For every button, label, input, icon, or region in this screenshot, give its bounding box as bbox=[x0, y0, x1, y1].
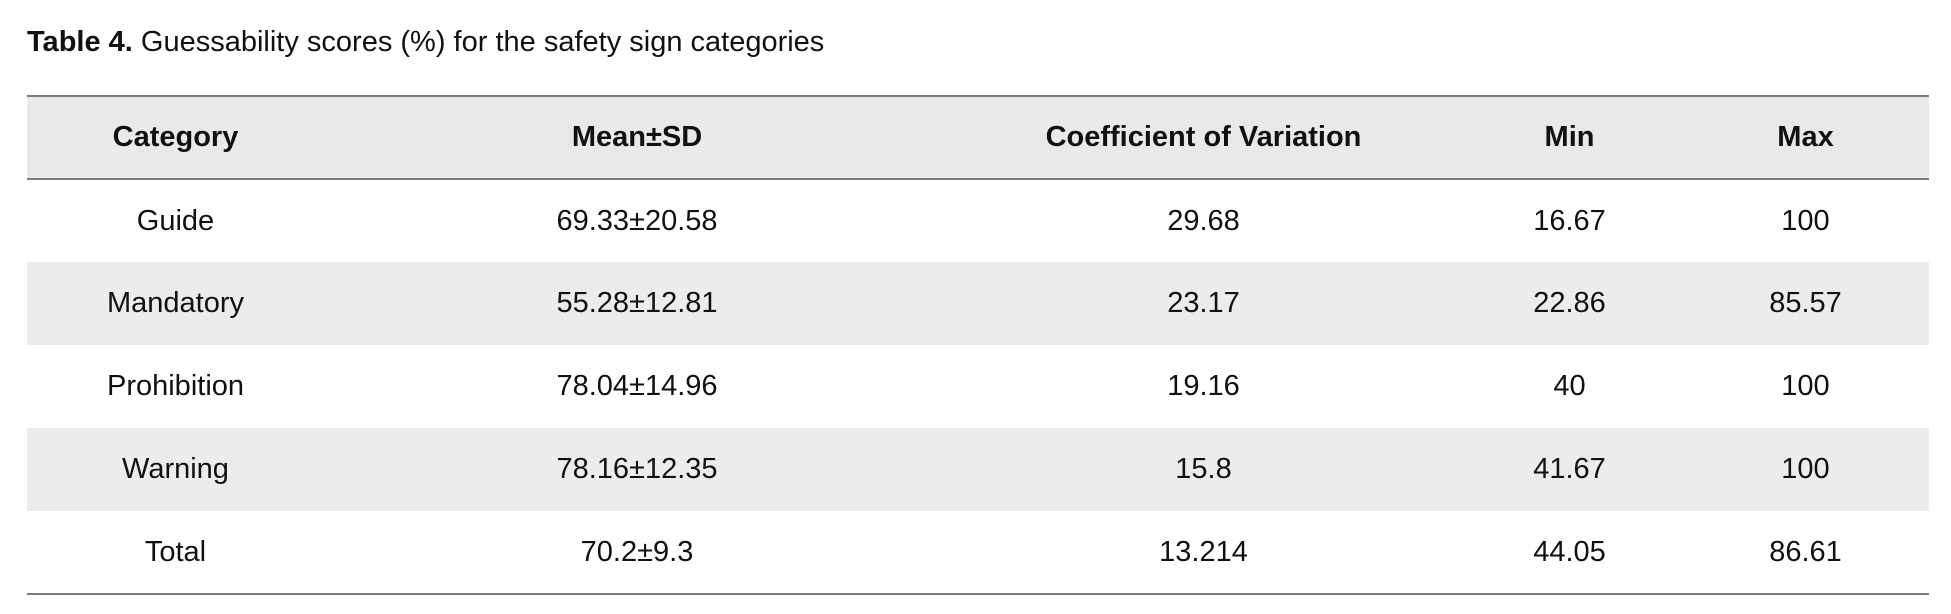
table-caption-label: Table 4. bbox=[27, 26, 133, 58]
cell-max: 85.57 bbox=[1769, 287, 1842, 319]
cell-max: 100 bbox=[1781, 204, 1830, 237]
table-row: Warning 78.16±12.35 15.8 41.67 100 bbox=[27, 428, 1929, 511]
guessability-table: Category Mean±SD Coefficient of Variatio… bbox=[27, 95, 1929, 595]
table-row: Prohibition 78.04±14.96 19.16 40 100 bbox=[27, 345, 1929, 428]
cell-mean-sd: 78.16±12.35 bbox=[556, 453, 718, 485]
cell-mean-sd: 78.04±14.96 bbox=[556, 370, 718, 402]
table-row: Guide 69.33±20.58 29.68 16.67 100 bbox=[27, 179, 1929, 262]
column-header-max: Max bbox=[1777, 121, 1834, 153]
table-caption-text: Guessability scores (%) for the safety s… bbox=[140, 26, 825, 58]
cell-category: Prohibition bbox=[106, 370, 245, 402]
cell-category: Total bbox=[144, 535, 207, 568]
table-caption: Table 4. Guessability scores (%) for the… bbox=[27, 22, 824, 62]
cell-mean-sd: 55.28±12.81 bbox=[556, 287, 718, 319]
cell-category: Mandatory bbox=[106, 287, 244, 319]
cell-min: 16.67 bbox=[1533, 204, 1606, 237]
cell-min: 40 bbox=[1553, 370, 1586, 402]
cell-mean-sd: 69.33±20.58 bbox=[556, 204, 718, 237]
cell-coefficient-of-variation: 29.68 bbox=[1167, 204, 1240, 237]
cell-category: Guide bbox=[136, 204, 215, 237]
cell-min: 22.86 bbox=[1533, 287, 1606, 319]
cell-min: 44.05 bbox=[1533, 535, 1606, 568]
table-row: Total 70.2±9.3 13.214 44.05 86.61 bbox=[27, 511, 1929, 594]
cell-min: 41.67 bbox=[1533, 453, 1606, 485]
cell-coefficient-of-variation: 19.16 bbox=[1167, 370, 1240, 402]
cell-mean-sd: 70.2±9.3 bbox=[580, 535, 694, 568]
cell-coefficient-of-variation: 15.8 bbox=[1175, 453, 1232, 485]
cell-max: 86.61 bbox=[1769, 535, 1842, 568]
column-header-coefficient-of-variation: Coefficient of Variation bbox=[1045, 121, 1362, 153]
cell-max: 100 bbox=[1781, 453, 1830, 485]
column-header-mean-sd: Mean±SD bbox=[571, 121, 703, 153]
data-table-container: Category Mean±SD Coefficient of Variatio… bbox=[27, 95, 1929, 595]
column-header-category: Category bbox=[112, 121, 239, 153]
cell-coefficient-of-variation: 23.17 bbox=[1167, 287, 1240, 319]
cell-category: Warning bbox=[122, 453, 229, 485]
table-row: Mandatory 55.28±12.81 23.17 22.86 85.57 bbox=[27, 262, 1929, 345]
cell-max: 100 bbox=[1781, 370, 1830, 402]
cell-coefficient-of-variation: 13.214 bbox=[1159, 535, 1248, 568]
column-header-min: Min bbox=[1544, 121, 1595, 153]
table-header-row: Category Mean±SD Coefficient of Variatio… bbox=[27, 96, 1929, 179]
